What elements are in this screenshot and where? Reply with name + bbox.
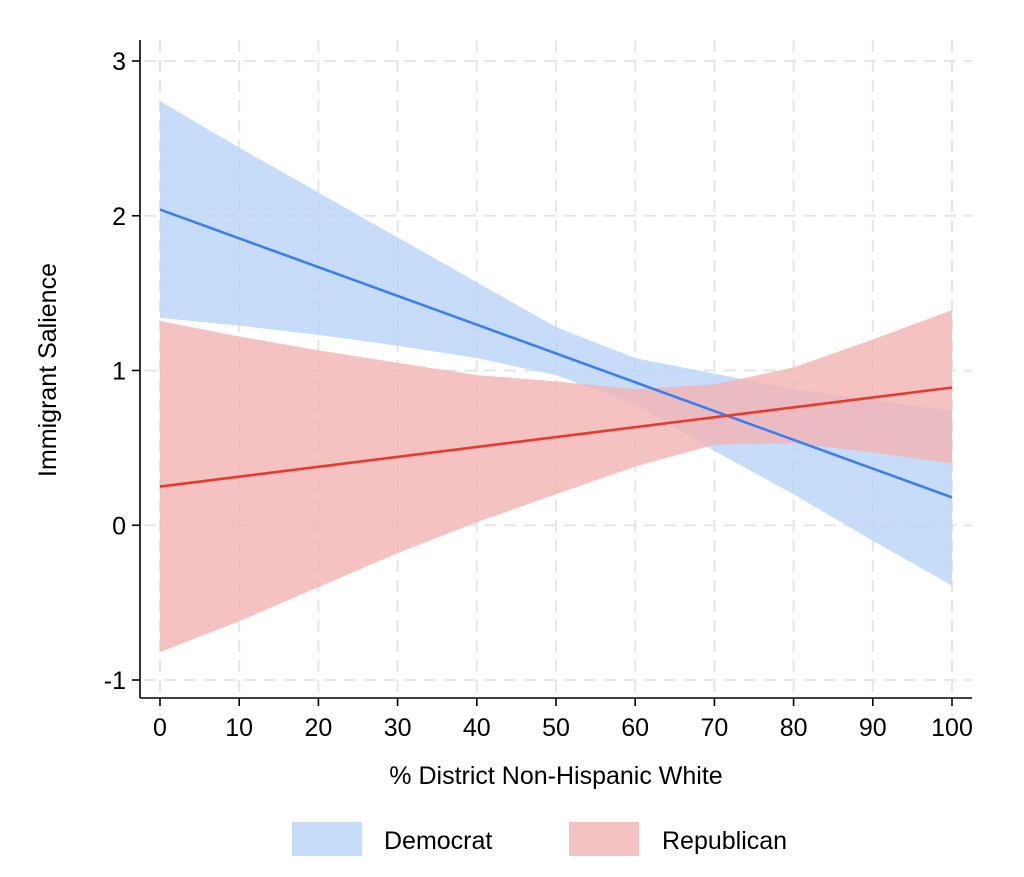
x-tick-label: 100 — [931, 714, 973, 742]
y-axis-title: Immigrant Salience — [34, 263, 62, 477]
y-tick-label: 0 — [112, 512, 126, 540]
x-tick-label: 60 — [621, 714, 649, 742]
x-tick-label: 30 — [384, 714, 412, 742]
republican-legend-swatch — [569, 822, 639, 856]
x-tick-label: 10 — [225, 714, 253, 742]
x-tick-label: 20 — [304, 714, 332, 742]
republican-fit-line — [159, 386, 953, 488]
y-tick-label: -1 — [104, 667, 126, 695]
y-tick-label: 3 — [112, 48, 126, 76]
y-tick-label: 1 — [112, 358, 126, 386]
fit-lines — [159, 208, 953, 499]
x-tick-label: 90 — [859, 714, 887, 742]
x-axis-ticks: 0 10 20 30 40 50 60 70 80 90 100 — [153, 698, 973, 742]
republican-legend-label: Republican — [662, 827, 787, 855]
x-tick-label: 40 — [463, 714, 491, 742]
democrat-legend-label: Democrat — [384, 827, 492, 855]
democrat-fit-line — [159, 208, 953, 499]
democrat-legend-swatch — [292, 822, 362, 856]
y-tick-label: 2 — [112, 203, 126, 231]
republican-confidence-band — [160, 310, 952, 653]
x-tick-label: 0 — [153, 714, 167, 742]
y-axis-ticks: -1 0 1 2 3 — [104, 48, 140, 695]
x-tick-label: 50 — [542, 714, 570, 742]
x-tick-label: 80 — [780, 714, 808, 742]
x-axis-title: % District Non-Hispanic White — [389, 762, 722, 790]
democrat-confidence-band — [160, 101, 952, 586]
x-tick-label: 70 — [700, 714, 728, 742]
legend: Democrat Republican — [292, 822, 787, 856]
confidence-bands — [160, 101, 952, 653]
